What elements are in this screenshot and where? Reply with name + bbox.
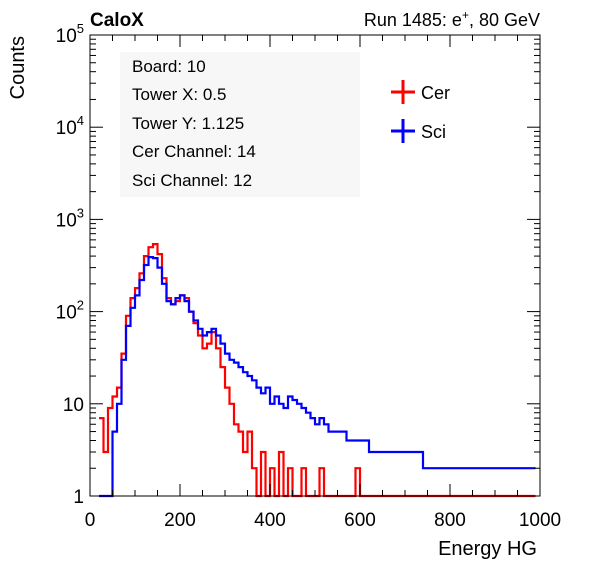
- legend: Cer Sci: [391, 80, 450, 143]
- y-axis-label: Counts: [7, 36, 29, 99]
- info-box: Board: 10 Tower X: 0.5 Tower Y: 1.125 Ce…: [120, 52, 360, 197]
- info-line: Tower X: 0.5: [132, 85, 227, 104]
- x-tick-label: 0: [85, 510, 96, 531]
- y-tick-label: 1: [73, 487, 84, 508]
- legend-label-cer: Cer: [421, 83, 450, 103]
- x-tick-label: 200: [164, 510, 196, 531]
- calox-title: CaloX: [90, 10, 144, 31]
- info-line: Cer Channel: 14: [132, 142, 256, 161]
- info-line: Board: 10: [132, 57, 206, 76]
- run-title: Run 1485: e+, 80 GeV: [364, 8, 540, 30]
- x-tick-label: 1000: [519, 510, 561, 531]
- info-line: Tower Y: 1.125: [132, 114, 244, 133]
- info-line: Sci Channel: 12: [132, 171, 252, 190]
- x-axis-label: Energy HG: [438, 538, 537, 560]
- legend-label-sci: Sci: [421, 122, 446, 142]
- x-axis: 0 200 400 600 800 1000: [85, 35, 561, 531]
- info-box-background: [120, 52, 360, 197]
- x-tick-label: 600: [344, 510, 376, 531]
- y-tick-label: 104: [56, 113, 84, 139]
- y-tick-label: 105: [56, 21, 84, 47]
- y-axis: 1 10 102 103 104 105: [56, 21, 540, 508]
- y-tick-label: 103: [56, 205, 84, 231]
- legend-item-sci: Sci: [391, 119, 446, 143]
- series-layer: [99, 243, 536, 498]
- y-tick-label: 10: [63, 395, 84, 416]
- series-cer-line: [99, 243, 536, 498]
- y-tick-label: 102: [56, 298, 84, 324]
- legend-item-cer: Cer: [391, 80, 450, 104]
- x-tick-label: 400: [254, 510, 286, 531]
- series-sci-line: [99, 256, 536, 498]
- x-tick-label: 800: [434, 510, 466, 531]
